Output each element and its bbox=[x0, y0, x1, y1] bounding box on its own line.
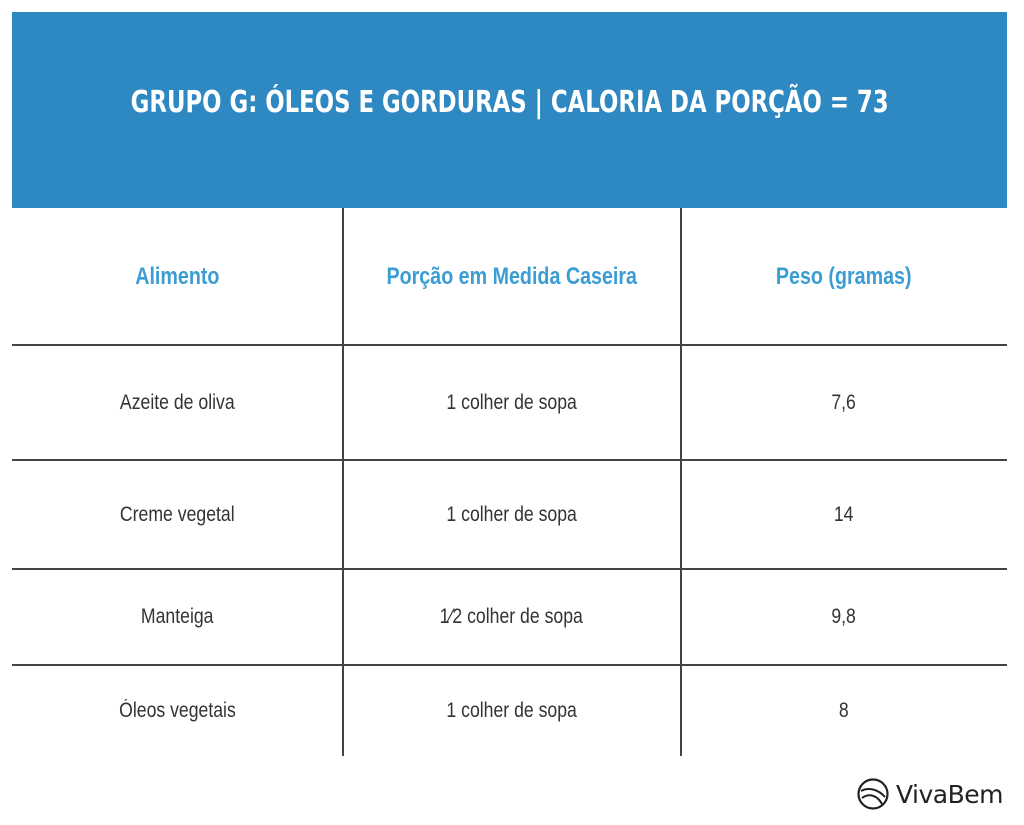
row-divider bbox=[12, 459, 1007, 461]
cell-porcao: 1 colher de sopa bbox=[446, 698, 577, 722]
table-row: Creme vegetal 1 colher de sopa 14 bbox=[12, 460, 1007, 569]
cell-porcao: 1 colher de sopa bbox=[446, 390, 577, 414]
cell-peso: 7,6 bbox=[831, 390, 856, 414]
row-divider bbox=[12, 344, 1007, 346]
logo-text: VivaBem bbox=[896, 779, 1004, 809]
cell-alimento: Manteiga bbox=[141, 605, 214, 628]
table-row: Óleos vegetais 1 colher de sopa 8 bbox=[12, 665, 1007, 756]
cell-alimento: Óleos vegetais bbox=[119, 698, 236, 722]
page-title: GRUPO G: ÓLEOS E GORDURAS | CALORIA DA P… bbox=[130, 84, 889, 120]
cell-porcao: 1 colher de sopa bbox=[446, 502, 577, 526]
cell-alimento: Azeite de oliva bbox=[120, 390, 235, 414]
column-header-peso: Peso (gramas) bbox=[775, 262, 912, 290]
title-banner: GRUPO G: ÓLEOS E GORDURAS | CALORIA DA P… bbox=[12, 12, 1007, 208]
portion-table: Alimento Porção em Medida Caseira Peso (… bbox=[12, 208, 1007, 756]
vivabem-logo: VivaBem bbox=[856, 774, 1004, 814]
cell-porcao: 1⁄2 colher de sopa bbox=[439, 605, 584, 628]
vivabem-logo-icon bbox=[857, 778, 889, 810]
column-divider bbox=[680, 208, 682, 756]
cell-peso: 14 bbox=[833, 502, 854, 526]
column-header-porcao: Porção em Medida Caseira bbox=[386, 262, 637, 290]
column-header-alimento: Alimento bbox=[135, 262, 220, 290]
cell-peso: 9,8 bbox=[831, 605, 856, 628]
table-header-row: Alimento Porção em Medida Caseira Peso (… bbox=[12, 208, 1007, 345]
cell-peso: 8 bbox=[838, 698, 849, 722]
row-divider bbox=[12, 568, 1007, 570]
cell-alimento: Creme vegetal bbox=[120, 502, 235, 526]
row-divider bbox=[12, 664, 1007, 666]
table-row: Azeite de oliva 1 colher de sopa 7,6 bbox=[12, 345, 1007, 460]
table-row: Manteiga 1⁄2 colher de sopa 9,8 bbox=[12, 569, 1007, 665]
column-divider bbox=[342, 208, 344, 756]
